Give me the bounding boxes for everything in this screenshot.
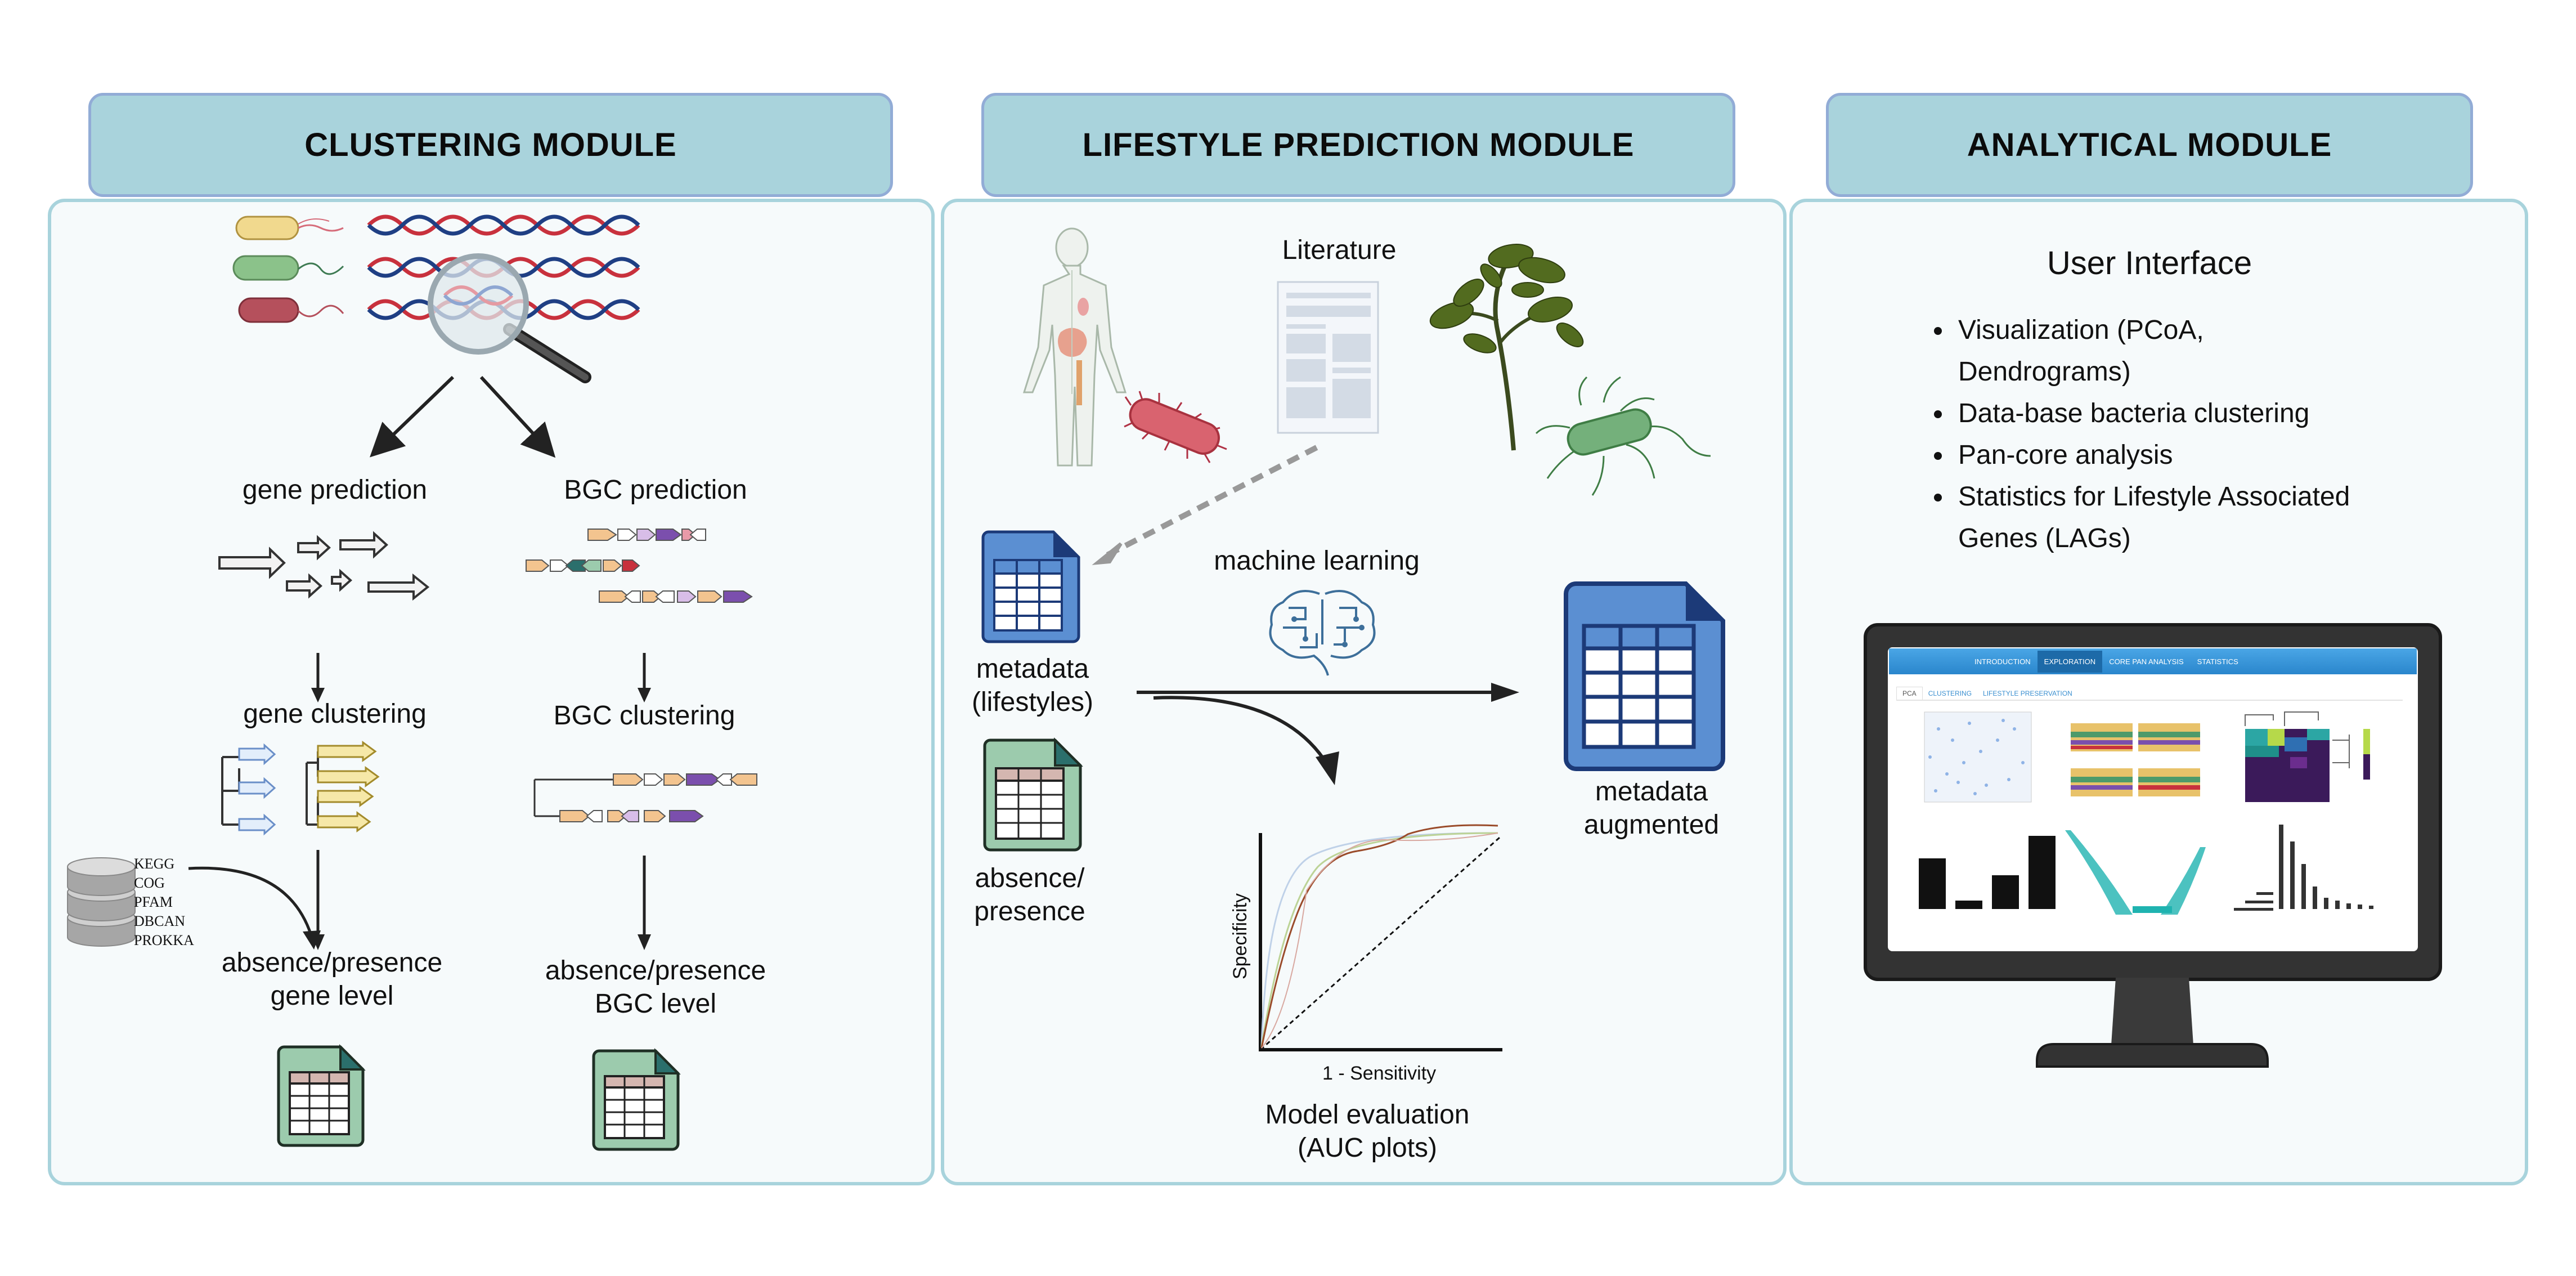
screen-plots	[1919, 711, 2373, 915]
plant-illustration	[1429, 244, 1584, 451]
split-arrows	[370, 375, 556, 458]
prediction-main-arrow	[1137, 683, 1519, 785]
screen-nav-item[interactable]: EXPLORATION	[2037, 650, 2103, 673]
absence-presence-table-icon	[983, 737, 1083, 852]
bgc-arrows-illustration	[526, 529, 753, 603]
bgc-clustering-tree	[533, 773, 757, 822]
auc-xlabel: 1 - Sensitivity	[1322, 1063, 1436, 1084]
augmented-metadata-table-icon	[1564, 581, 1725, 771]
gene-prediction-label: gene prediction	[242, 475, 428, 505]
auc-ylabel: Specificity	[1229, 893, 1251, 979]
feature-bullet: Statistics for Lifestyle Associated Gene…	[1954, 476, 2516, 559]
bgc-prediction-label: BGC prediction	[564, 475, 747, 505]
magnifier-icon	[428, 253, 591, 383]
clustering-module-title: CLUSTERING MODULE	[304, 127, 677, 163]
clustering-module-header: CLUSTERING MODULE	[88, 93, 893, 197]
bgc-table-icon	[592, 1048, 681, 1151]
literature-label: Literature	[1282, 235, 1397, 265]
machine-learning-label: machine learning	[1214, 546, 1420, 576]
absence-presence-label: absence/ presence	[974, 863, 1085, 926]
screen-tabs: PCA CLUSTERING LIFESTYLE PRESERVATION	[1896, 685, 2403, 701]
down-arrow-gene	[311, 653, 325, 702]
analytical-feature-list: Visualization (PCoA, Dendrograms) Data-b…	[1924, 310, 2516, 559]
green-bacterium-illustration	[1535, 376, 1711, 496]
screen-nav-item[interactable]: INTRODUCTION	[1974, 657, 2031, 666]
clustering-panel	[48, 199, 935, 1185]
database-list: KEGG COG PFAM DBCAN PROKKA	[134, 854, 194, 950]
brain-icon	[1269, 590, 1376, 676]
database-item: KEGG	[134, 856, 175, 872]
user-interface-title: User Interface	[2047, 245, 2252, 281]
database-item: COG	[134, 875, 165, 891]
screen-tab[interactable]: LIFESTYLE PRESERVATION	[1983, 690, 2072, 697]
lifestyle-module-header: LIFESTYLE PREDICTION MODULE	[981, 93, 1735, 197]
feature-bullet: Pan-core analysis	[1954, 435, 2516, 476]
screen-tab[interactable]: PCA	[1896, 687, 1923, 700]
gene-level-label: absence/presence gene level	[221, 948, 443, 1011]
database-item: DBCAN	[134, 913, 186, 929]
analytical-module-title: ANALYTICAL MODULE	[1967, 127, 2332, 163]
database-item: PROKKA	[134, 932, 194, 948]
metadata-augmented-label: metadata augmented	[1583, 777, 1720, 840]
screen-tab[interactable]: CLUSTERING	[1928, 690, 1972, 697]
down-arrow-bgc	[638, 653, 651, 702]
metadata-lifestyles-label: metadata (lifestyles)	[971, 654, 1094, 717]
lifestyle-module-title: LIFESTYLE PREDICTION MODULE	[1082, 127, 1635, 163]
screen-navbar: INTRODUCTION EXPLORATION CORE PAN ANALYS…	[1889, 648, 2417, 674]
bgc-clustering-label: BGC clustering	[553, 701, 735, 731]
gene-table-icon	[277, 1044, 366, 1147]
auc-plot: Specificity 1 - Sensitivity	[1229, 824, 1502, 1084]
human-body-illustration	[1022, 227, 1127, 467]
screen-nav-item[interactable]: STATISTICS	[2197, 657, 2238, 666]
screen-nav-item[interactable]: CORE PAN ANALYSIS	[2109, 657, 2184, 666]
bgc-level-label: absence/presence BGC level	[545, 956, 766, 1019]
metadata-table-icon	[981, 530, 1080, 643]
bacteria-illustration	[232, 216, 344, 323]
gene-clustering-label: gene clustering	[243, 699, 427, 729]
database-curved-arrow	[188, 866, 321, 950]
literature-dashed-arrow	[1092, 445, 1318, 565]
monitor-illustration: INTRODUCTION EXPLORATION CORE PAN ANALYS…	[1863, 622, 2443, 1089]
analytical-module-header: ANALYTICAL MODULE	[1826, 93, 2473, 197]
literature-document-icon	[1277, 281, 1379, 434]
feature-bullet: Data-base bacteria clustering	[1954, 393, 2516, 435]
gene-arrows-illustration	[218, 531, 430, 601]
model-evaluation-label: Model evaluation (AUC plots)	[1265, 1100, 1470, 1163]
gene-clustering-tree	[221, 741, 380, 836]
database-item: PFAM	[134, 894, 173, 910]
feature-bullet: Visualization (PCoA, Dendrograms)	[1954, 310, 2516, 393]
database-icon	[67, 857, 136, 947]
down-arrow-bgc-level	[638, 856, 651, 950]
red-bacterium-illustration	[1124, 391, 1227, 463]
